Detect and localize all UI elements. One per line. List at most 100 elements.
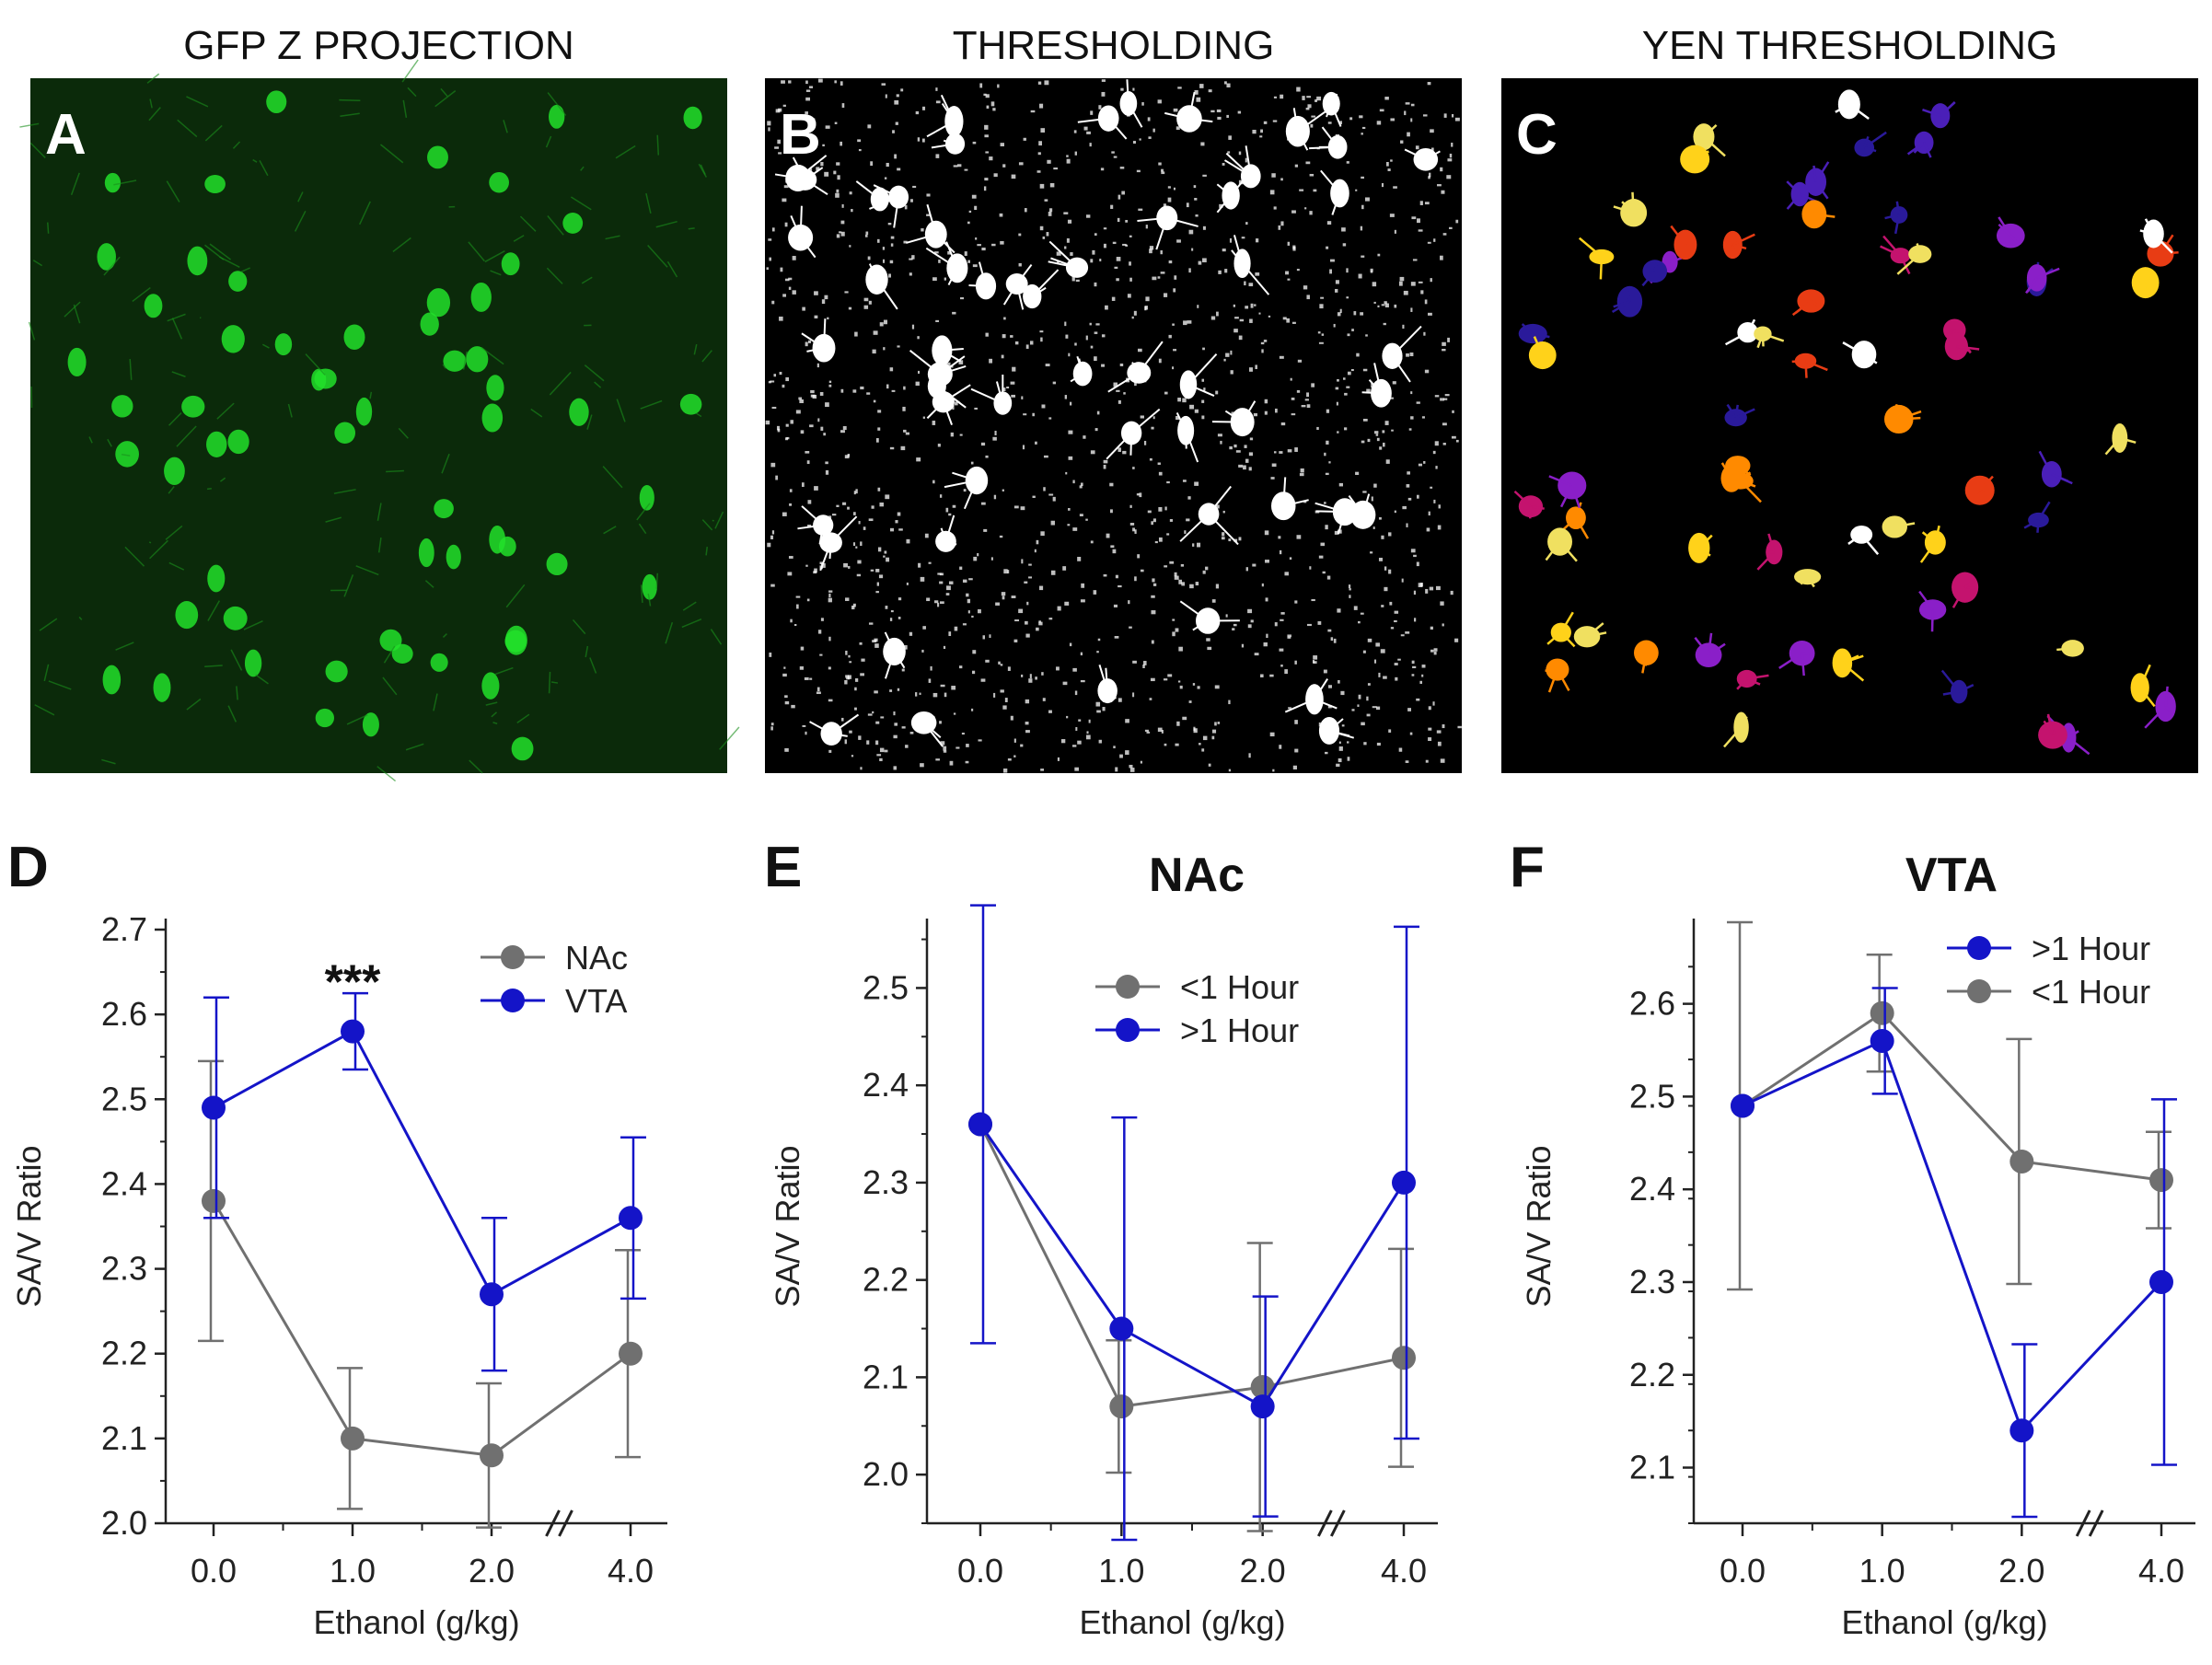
threshold-speck — [1328, 685, 1332, 688]
threshold-speck — [1205, 566, 1209, 571]
threshold-speck — [1220, 440, 1222, 445]
y-axis-label: SA/V Ratio — [769, 1145, 806, 1307]
threshold-speck — [1361, 133, 1363, 135]
thresholded-process — [855, 180, 881, 201]
segmented-process — [1791, 359, 1806, 364]
neurite-process — [294, 210, 307, 232]
threshold-speck — [1269, 732, 1275, 737]
threshold-speck — [1032, 495, 1036, 498]
segmented-process — [1641, 653, 1648, 674]
threshold-speck — [1365, 334, 1368, 337]
neurite-process — [333, 489, 356, 494]
threshold-speck — [1402, 324, 1405, 330]
threshold-speck — [1424, 299, 1428, 305]
threshold-speck — [1376, 742, 1381, 746]
threshold-speck — [1263, 121, 1268, 124]
threshold-speck — [1425, 588, 1429, 594]
threshold-speck — [1317, 331, 1321, 334]
threshold-speck — [1172, 366, 1175, 370]
threshold-speck — [853, 491, 856, 495]
threshold-speck — [790, 420, 793, 424]
threshold-speck — [1312, 660, 1315, 664]
segmented-process — [2142, 282, 2147, 295]
threshold-speck — [1038, 141, 1042, 146]
segmented-process — [1703, 135, 1726, 157]
threshold-speck — [930, 665, 932, 671]
threshold-speck — [1110, 204, 1114, 209]
threshold-speck — [775, 475, 778, 480]
threshold-speck — [1146, 731, 1151, 734]
threshold-speck — [990, 101, 995, 107]
thresholded-process — [939, 355, 966, 376]
threshold-speck — [1136, 169, 1141, 173]
threshold-speck — [1433, 651, 1437, 655]
threshold-speck — [1349, 595, 1351, 598]
threshold-speck — [1247, 608, 1253, 614]
threshold-speck — [784, 695, 788, 699]
neurite-process — [647, 245, 668, 268]
threshold-speck — [1208, 763, 1211, 767]
chart-title: NAc — [1149, 849, 1245, 902]
segmented-process — [1848, 103, 1870, 121]
series-line — [979, 1123, 1406, 1409]
threshold-speck — [1149, 457, 1152, 461]
neurite-process — [32, 260, 43, 267]
neurite-process — [124, 546, 145, 567]
threshold-speck — [889, 689, 893, 692]
threshold-speck — [1273, 451, 1277, 454]
threshold-speck — [1098, 105, 1102, 110]
threshold-speck — [1307, 104, 1312, 109]
threshold-speck — [819, 561, 824, 565]
threshold-speck — [985, 151, 990, 154]
threshold-speck — [1164, 506, 1167, 511]
threshold-speck — [948, 631, 952, 637]
threshold-speck — [1434, 395, 1440, 398]
segmented-process — [1737, 464, 1752, 477]
threshold-speck — [1201, 378, 1205, 382]
data-point — [1392, 1170, 1416, 1195]
threshold-speck — [1129, 626, 1132, 629]
threshold-speck — [1030, 110, 1036, 113]
threshold-speck — [1306, 295, 1310, 300]
thresholded-process — [970, 387, 1003, 404]
threshold-speck — [1250, 619, 1254, 623]
threshold-speck — [879, 502, 884, 507]
threshold-speck — [1310, 123, 1314, 128]
threshold-speck — [814, 315, 818, 318]
threshold-speck — [903, 429, 907, 433]
threshold-speck — [1136, 493, 1140, 496]
threshold-speck — [1243, 465, 1246, 470]
threshold-speck — [844, 739, 847, 745]
threshold-speck — [886, 557, 890, 562]
threshold-speck — [1355, 189, 1358, 191]
data-point — [968, 1112, 992, 1137]
threshold-speck — [1007, 666, 1011, 671]
threshold-speck — [1245, 157, 1247, 163]
threshold-speck — [874, 638, 878, 642]
threshold-speck — [1428, 312, 1432, 316]
neurite-process — [287, 403, 293, 418]
threshold-speck — [1122, 450, 1127, 455]
threshold-speck — [1173, 187, 1175, 191]
threshold-speck — [1214, 722, 1217, 726]
segmented-process — [1934, 525, 1940, 543]
neuron-cell — [187, 246, 208, 276]
neurite-process — [230, 649, 243, 671]
segmented-process — [1746, 318, 1756, 333]
threshold-speck — [1094, 282, 1097, 287]
threshold-speck — [1337, 378, 1339, 382]
thresholded-process — [1185, 430, 1187, 449]
threshold-speck — [1333, 638, 1337, 643]
segmented-process — [1546, 631, 1562, 645]
threshold-speck — [972, 264, 978, 268]
threshold-speck — [1311, 383, 1315, 387]
neurite-process — [570, 196, 592, 211]
segmented-process — [2067, 736, 2090, 756]
neurite-process — [640, 399, 663, 410]
segmented-process — [2114, 428, 2121, 439]
segmented-process — [2138, 664, 2151, 688]
threshold-speck — [1430, 129, 1434, 133]
segmented-process — [1731, 233, 1755, 247]
threshold-speck — [1266, 633, 1268, 639]
threshold-speck — [784, 700, 790, 705]
